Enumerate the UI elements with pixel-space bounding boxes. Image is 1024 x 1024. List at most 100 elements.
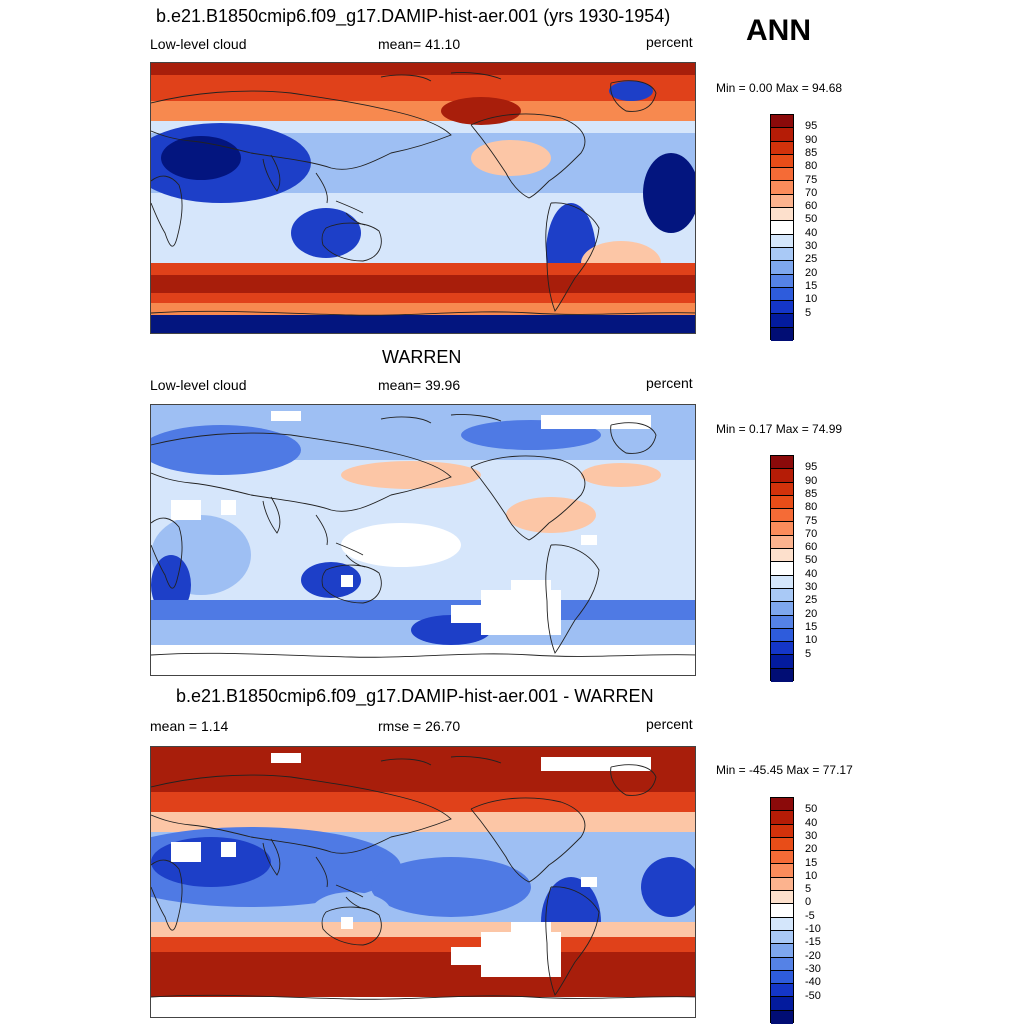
colorbar-swatch bbox=[771, 602, 793, 616]
colorbar-tick-label: 30 bbox=[805, 829, 818, 842]
colorbar-swatch bbox=[771, 194, 793, 209]
colorbar-tick-label: 95 bbox=[805, 461, 818, 474]
colorbar-swatch bbox=[771, 154, 793, 169]
colorbar-swatch bbox=[771, 588, 793, 603]
colorbar-tick-label: 15 bbox=[805, 620, 818, 633]
southern-ocean-core bbox=[151, 952, 695, 997]
colorbar-swatch bbox=[771, 628, 793, 643]
panel-1-variable-label: Low-level cloud bbox=[150, 36, 247, 52]
colorbar-swatch bbox=[771, 456, 793, 470]
colorbar-tick-label: 50 bbox=[805, 213, 818, 226]
colorbar-tick-label: 20 bbox=[805, 843, 818, 856]
southern-ocean-edge bbox=[151, 303, 695, 315]
colorbar-swatch bbox=[771, 274, 793, 288]
missing-data-patch bbox=[171, 842, 201, 862]
colorbar-swatch bbox=[771, 930, 793, 945]
australia-region bbox=[301, 562, 361, 598]
colorbar-tick-label: 50 bbox=[805, 803, 818, 816]
midlatitude-transition bbox=[151, 812, 695, 832]
colorbar-swatch bbox=[771, 1010, 793, 1024]
panel-1-title: b.e21.B1850cmip6.f09_g17.DAMIP-hist-aer.… bbox=[156, 6, 671, 26]
colorbar-swatch bbox=[771, 128, 793, 142]
colorbar-tick-label: 80 bbox=[805, 160, 818, 173]
colorbar-swatch bbox=[771, 837, 793, 852]
colorbar-tick-label: -40 bbox=[805, 976, 821, 989]
colorbar-swatch bbox=[771, 287, 793, 302]
panel-2-title: WARREN bbox=[382, 347, 462, 367]
colorbar-tick-label: 95 bbox=[805, 120, 818, 133]
colorbar-swatch bbox=[771, 469, 793, 483]
colorbar-tick-label: 5 bbox=[805, 647, 812, 660]
pacific-stratocumulus bbox=[471, 140, 551, 176]
colorbar-swatch bbox=[771, 234, 793, 248]
missing-data-patch bbox=[271, 411, 301, 421]
colorbar-tick-label: -15 bbox=[805, 936, 821, 949]
asia-negative bbox=[151, 837, 271, 887]
colorbar-swatch bbox=[771, 482, 793, 496]
colorbar-swatch bbox=[771, 877, 793, 892]
panel-3-map bbox=[150, 746, 696, 1018]
colorbar-tick-label: 25 bbox=[805, 253, 818, 266]
colorbar-swatch bbox=[771, 301, 793, 315]
coastlines bbox=[151, 72, 695, 316]
colorbar-swatch bbox=[771, 851, 793, 865]
colorbar-swatch bbox=[771, 314, 793, 328]
colorbar-tick-label: 40 bbox=[805, 816, 818, 829]
colorbar-swatch bbox=[771, 141, 793, 155]
colorbar-swatch bbox=[771, 997, 793, 1011]
north-pacific-core bbox=[441, 97, 521, 125]
panel-1-colorbar bbox=[770, 114, 794, 342]
colorbar-tick-label: -5 bbox=[805, 909, 815, 922]
panel-3-units-label: percent bbox=[646, 716, 693, 732]
colorbar-tick-label: 50 bbox=[805, 554, 818, 567]
colorbar-tick-label: 85 bbox=[805, 487, 818, 500]
panel-2-map bbox=[150, 404, 696, 676]
contour-field bbox=[151, 405, 695, 675]
panel-1-units-label: percent bbox=[646, 34, 693, 50]
colorbar-swatch bbox=[771, 891, 793, 905]
colorbar-swatch bbox=[771, 864, 793, 878]
colorbar-tick-label: 75 bbox=[805, 173, 818, 186]
missing-data-patch bbox=[271, 753, 301, 763]
colorbar-tick-label: 5 bbox=[805, 306, 812, 319]
colorbar-swatch bbox=[771, 181, 793, 195]
southern-ocean-band bbox=[151, 600, 695, 620]
colorbar-tick-label: 60 bbox=[805, 200, 818, 213]
missing-data-patch bbox=[451, 605, 486, 623]
colorbar-tick-label: 5 bbox=[805, 883, 812, 896]
africa-low-cloud bbox=[643, 153, 695, 233]
greenland-low bbox=[609, 81, 653, 101]
colorbar-swatch bbox=[771, 970, 793, 985]
antarctica-missing bbox=[151, 997, 695, 1017]
colorbar-tick-label: -10 bbox=[805, 923, 821, 935]
colorbar-tick-label: 20 bbox=[805, 607, 818, 620]
colorbar-tick-label: -20 bbox=[805, 949, 821, 962]
season-label: ANN bbox=[746, 14, 811, 47]
colorbar-tick-label: 20 bbox=[805, 266, 818, 279]
missing-data-patch bbox=[221, 500, 236, 515]
colorbar-swatch bbox=[771, 575, 793, 589]
colorbar-tick-label: 40 bbox=[805, 226, 818, 239]
colorbar-swatch bbox=[771, 261, 793, 275]
panel-2-variable-label: Low-level cloud bbox=[150, 377, 247, 393]
colorbar-tick-label: 85 bbox=[805, 146, 818, 159]
atlantic-negative bbox=[641, 857, 695, 917]
colorbar-swatch bbox=[771, 957, 793, 971]
colorbar-tick-label: 25 bbox=[805, 594, 818, 607]
missing-data-patch bbox=[541, 757, 651, 771]
panel-2-colorbar bbox=[770, 455, 794, 683]
panel-2-units-label: percent bbox=[646, 375, 693, 391]
missing-data-patch bbox=[171, 500, 201, 520]
panel-3-mean-label: mean = 1.14 bbox=[150, 718, 229, 734]
panel-3-minmax: Min = -45.45 Max = 77.17 bbox=[716, 763, 853, 777]
northern-midlatitudes bbox=[151, 101, 695, 121]
colorbar-tick-label: 75 bbox=[805, 514, 818, 527]
north-atlantic-band bbox=[581, 463, 661, 487]
missing-data-patch bbox=[341, 575, 353, 587]
colorbar-swatch bbox=[771, 944, 793, 958]
missing-data-patch bbox=[451, 947, 486, 965]
missing-data-patch bbox=[541, 415, 651, 429]
antarctica-missing bbox=[151, 645, 695, 675]
coastlines bbox=[151, 756, 695, 1000]
colorbar-tick-label: 10 bbox=[805, 293, 818, 306]
